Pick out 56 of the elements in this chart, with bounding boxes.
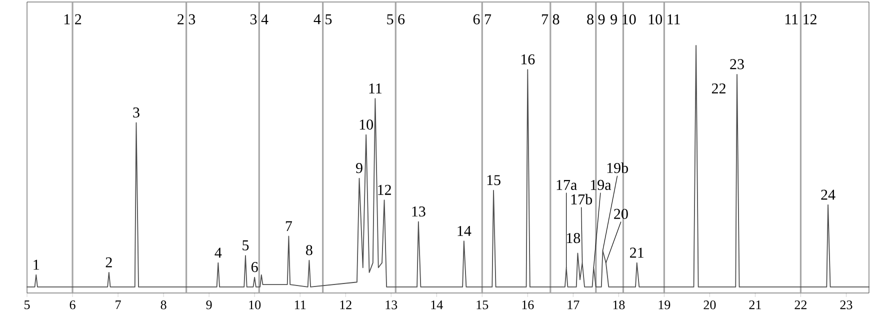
x-tick-label: 6 <box>70 300 76 310</box>
x-tick-label: 14 <box>431 300 443 310</box>
annotation: 13 <box>412 206 426 217</box>
annotation: 21 <box>630 248 644 258</box>
annotation: 14 <box>458 226 472 236</box>
x-tick-label: 18 <box>613 300 625 310</box>
x-tick-label: 22 <box>794 300 807 310</box>
annotation: 3 4 <box>250 14 268 24</box>
annotation: 9 10 <box>610 14 636 24</box>
annotation: 5 <box>242 240 249 250</box>
annotation: 17a <box>556 180 577 190</box>
annotation: 2 3 <box>178 14 196 24</box>
annotation: 22 <box>712 83 726 94</box>
x-tick-label: 21 <box>749 300 761 310</box>
annotation: 3 <box>133 107 140 118</box>
x-tick-label: 17 <box>568 300 580 310</box>
annotation: 17b <box>571 194 592 204</box>
annotation: 7 <box>286 221 292 232</box>
annotation: 7 8 <box>542 14 560 24</box>
annotation: 18 <box>566 232 580 244</box>
annotation: 6 7 <box>473 14 492 24</box>
annotation: 15 <box>487 175 500 186</box>
x-tick-label: 11 <box>294 300 306 310</box>
annotation: 1 2 <box>64 14 82 24</box>
x-tick-label: 7 <box>116 300 121 310</box>
x-tick-label: 15 <box>476 300 488 310</box>
annotation: 2 <box>106 257 112 268</box>
x-tick-label: 20 <box>704 300 716 310</box>
annotation: 9 <box>356 163 362 174</box>
annotation: 11 <box>369 83 382 94</box>
annotation: 8 9 <box>587 14 605 24</box>
annotation: 19a <box>590 180 612 190</box>
x-tick-label: 8 <box>160 300 166 310</box>
annotation: 11 12 <box>785 14 816 24</box>
x-tick-label: 13 <box>386 300 398 310</box>
x-tick-label: 5 <box>24 300 30 310</box>
annotation: 19b <box>607 162 628 174</box>
annotation: 8 <box>306 245 312 256</box>
x-tick-label: 23 <box>840 300 852 310</box>
annotation: 10 11 <box>648 14 680 24</box>
annotation: 4 <box>214 248 222 258</box>
annotation: 24 <box>821 190 836 200</box>
annotation: 16 <box>521 54 535 64</box>
annotation: 10 <box>360 119 374 130</box>
annotation: 12 <box>378 184 391 195</box>
x-tick-label: 9 <box>206 300 212 310</box>
x-tick-label: 10 <box>249 300 261 310</box>
annotation: 20 <box>614 208 628 219</box>
annotation: 4 5 <box>314 14 332 24</box>
annotation: 5 6 <box>387 14 405 24</box>
annotation: 1 <box>34 260 39 270</box>
annotation: 6 <box>251 262 258 272</box>
x-tick-label: 12 <box>340 300 352 310</box>
annotation: 23 <box>730 59 744 70</box>
x-tick-label: 19 <box>658 300 670 310</box>
x-tick-label: 16 <box>522 300 534 310</box>
